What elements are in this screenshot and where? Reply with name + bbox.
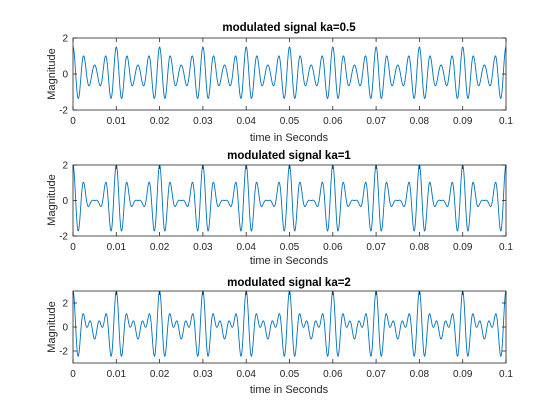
subplot-1-ylabel: Magnitude — [46, 48, 58, 99]
subplot-1-xtick-label: 0.08 — [410, 116, 430, 127]
subplot-3: modulated signal ka=2 time in Seconds Ma… — [46, 277, 513, 396]
subplot-3-ytick-label: 2 — [62, 299, 68, 310]
subplot-1-xtick-label: 0.05 — [280, 116, 300, 127]
subplot-2-xlabel: time in Seconds — [250, 255, 329, 267]
subplot-3-xlabel: time in Seconds — [250, 384, 329, 396]
subplot-3-title: modulated signal ka=2 — [227, 277, 351, 289]
subplot-1-xtick-label: 0.1 — [499, 116, 513, 127]
subplot-3-ytick-label: 0 — [62, 323, 68, 334]
subplot-1-xtick-label: 0.01 — [107, 116, 127, 127]
subplot-1-ytick-label: 2 — [62, 34, 68, 45]
subplot-3-xtick-label: 0 — [70, 369, 76, 380]
subplot-1-ytick-label: -2 — [59, 106, 68, 117]
subplot-2-xtick-label: 0.05 — [280, 242, 300, 253]
subplot-2-series-line — [73, 165, 506, 232]
subplot-2-xtick-label: 0.01 — [107, 242, 127, 253]
subplot-2-title: modulated signal ka=1 — [227, 150, 351, 162]
subplot-1: modulated signal ka=0.5 time in Seconds … — [46, 22, 513, 144]
subplot-2-xtick-label: 0.06 — [323, 242, 343, 253]
subplot-3-series-line — [73, 291, 506, 357]
subplot-2-ytick-label: -2 — [59, 232, 68, 243]
subplot-2-ytick-label: 2 — [62, 161, 68, 172]
subplot-1-xtick-label: 0 — [70, 116, 76, 127]
subplot-3-xtick-label: 0.01 — [107, 369, 127, 380]
subplot-2-xtick-label: 0.07 — [366, 242, 386, 253]
subplot-2-plot: 0 0.01 0.02 0.03 0.04 0.05 0.06 0.07 0.08 0.09 0.1… — [59, 161, 513, 254]
subplot-2-xtick-label: 0 — [70, 242, 76, 253]
subplot-2: modulated signal ka=1 time in Seconds Ma… — [46, 150, 513, 267]
subplot-1-title: modulated signal ka=0.5 — [222, 22, 356, 34]
subplot-2-xtick-label: 0.02 — [150, 242, 170, 253]
subplot-3-xtick-label: 0.09 — [453, 369, 473, 380]
subplot-1-plot: 0 0.01 0.02 0.03 0.04 0.05 0.06 0.07 0.08 0.09 0.1… — [59, 34, 513, 128]
subplot-2-xtick-label: 0.04 — [236, 242, 256, 253]
subplot-3-xtick-label: 0.1 — [499, 369, 513, 380]
subplot-2-xtick-label: 0.1 — [499, 242, 513, 253]
subplot-3-ytick-label: -2 — [59, 347, 68, 358]
subplot-1-xlabel: time in Seconds — [250, 132, 329, 144]
subplot-3-xtick-label: 0.06 — [323, 369, 343, 380]
subplot-1-xtick-label: 0.06 — [323, 116, 343, 127]
subplot-1-xtick-label: 0.04 — [236, 116, 256, 127]
subplot-2-ylabel: Magnitude — [46, 174, 58, 225]
subplot-3-xtick-label: 0.02 — [150, 369, 170, 380]
subplot-2-xtick-label: 0.09 — [453, 242, 473, 253]
subplot-3-xtick-label: 0.08 — [410, 369, 430, 380]
subplot-1-xtick-label: 0.02 — [150, 116, 170, 127]
subplot-1-xtick-label: 0.03 — [193, 116, 213, 127]
subplot-1-series-line — [73, 46, 506, 99]
subplot-1-xtick-label: 0.09 — [453, 116, 473, 127]
subplot-1-ytick-label: 0 — [62, 70, 68, 81]
subplot-2-xtick-label: 0.03 — [193, 242, 213, 253]
subplot-3-xtick-label: 0.05 — [280, 369, 300, 380]
subplot-1-xtick-label: 0.07 — [366, 116, 386, 127]
subplot-3-plot: 0 0.01 0.02 0.03 0.04 0.05 0.06 0.07 0.08 0.09 0.1… — [59, 290, 513, 380]
subplot-3-ylabel: Magnitude — [46, 301, 58, 352]
subplot-3-xtick-label: 0.03 — [193, 369, 213, 380]
subplot-2-xtick-label: 0.08 — [410, 242, 430, 253]
subplot-3-xtick-label: 0.07 — [366, 369, 386, 380]
subplot-2-ytick-label: 0 — [62, 196, 68, 207]
subplot-3-xtick-label: 0.04 — [236, 369, 256, 380]
